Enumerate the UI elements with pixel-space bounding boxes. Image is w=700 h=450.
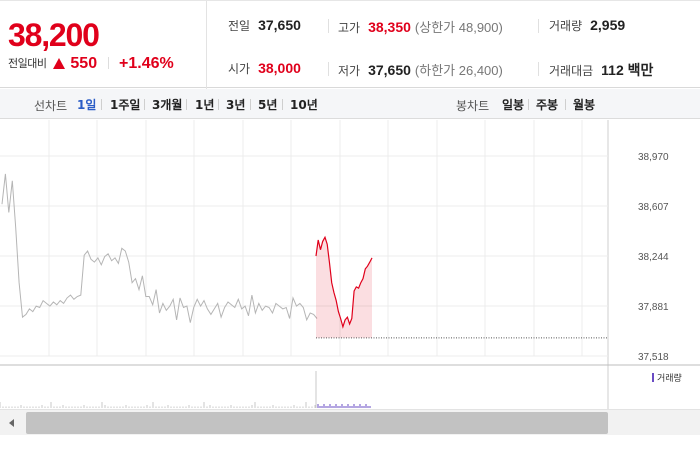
tab-3-months[interactable]: 3개월	[152, 98, 183, 112]
tab-weekly-candle[interactable]: 주봉	[536, 98, 559, 112]
divider	[528, 99, 529, 110]
tab-1-year[interactable]: 1년	[195, 98, 215, 112]
chart-scrollbar[interactable]	[0, 409, 700, 435]
stat-label: 전일	[228, 19, 251, 33]
divider	[538, 19, 539, 33]
divider	[101, 99, 102, 110]
price-change-row: 전일대비 550 +1.46%	[8, 55, 174, 73]
today-price-area	[316, 237, 372, 338]
price-chart: 38,970 38,607 38,244 37,881 37,518 거래량	[0, 120, 700, 450]
volume-legend-label: 거래량	[657, 372, 682, 384]
tab-monthly-candle[interactable]: 월봉	[573, 98, 596, 112]
tab-1-week[interactable]: 1주일	[110, 98, 141, 112]
y-tick-label: 38,970	[638, 152, 669, 163]
y-tick-label: 37,881	[638, 302, 669, 313]
y-tick-label: 37,518	[638, 352, 669, 363]
stat-prev-close: 전일 37,650	[228, 17, 301, 34]
divider	[107, 57, 109, 69]
scroll-left-button[interactable]	[0, 410, 24, 436]
tab-3-years[interactable]: 3년	[226, 98, 246, 112]
chart-canvas: 38,970 38,607 38,244 37,881 37,518 거래량	[0, 120, 700, 410]
scroll-thumb[interactable]	[26, 412, 608, 434]
stat-label: 고가	[338, 21, 361, 35]
divider	[565, 99, 566, 110]
line-chart-label: 선차트	[34, 99, 68, 113]
stat-trade-amount: 거래대금 112 백만	[549, 60, 653, 80]
period-tab-bar: 선차트 1일 1주일 3개월 1년 3년 5년 10년 봉차트 일봉 주봉 월봉	[0, 89, 700, 119]
y-tick-label: 38,244	[638, 252, 669, 263]
stat-value: 38,350	[368, 19, 411, 35]
current-price-box: 38,200 전일대비 550 +1.46%	[0, 1, 207, 89]
candle-chart-label: 봉차트	[456, 99, 490, 113]
divider	[218, 99, 219, 110]
up-triangle-icon	[52, 58, 65, 69]
today-price-line	[315, 235, 373, 329]
stat-label: 거래량	[549, 19, 583, 33]
stat-value: 112 백만	[601, 62, 654, 78]
stat-value: 38,000	[258, 60, 301, 76]
tab-1-day[interactable]: 1일	[77, 98, 97, 112]
price-summary: 38,200 전일대비 550 +1.46% 전일 37,650 고가 38,350…	[0, 0, 700, 89]
divider	[328, 62, 329, 76]
divider	[328, 19, 329, 33]
change-percent: +1.46%	[119, 55, 174, 72]
stat-open: 시가 38,000	[228, 60, 301, 77]
volume-legend-swatch	[652, 373, 654, 382]
stat-low: 저가 37,650 (하한가 26,400)	[338, 60, 503, 79]
stat-value: 37,650	[258, 17, 301, 33]
divider	[282, 99, 283, 110]
upper-limit: (상한가 48,900)	[414, 20, 503, 35]
stat-value: 2,959	[590, 17, 626, 33]
stat-high: 고가 38,350 (상한가 48,900)	[338, 17, 503, 36]
tab-10-years[interactable]: 10년	[290, 98, 318, 112]
y-tick-label: 38,607	[638, 202, 669, 213]
arrow-left-icon	[9, 419, 14, 427]
tab-5-years[interactable]: 5년	[258, 98, 278, 112]
divider	[250, 99, 251, 110]
tab-daily-candle[interactable]: 일봉	[502, 98, 525, 112]
divider	[186, 99, 187, 110]
stat-value: 37,650	[368, 62, 411, 78]
prior-day-price-line	[1, 173, 318, 323]
stat-volume: 거래량 2,959	[549, 17, 625, 34]
current-price: 38,200	[8, 17, 100, 53]
divider	[144, 99, 145, 110]
change-value: 550	[70, 55, 98, 72]
lower-limit: (하한가 26,400)	[414, 63, 503, 78]
stat-label: 저가	[338, 64, 361, 78]
stat-label: 시가	[228, 62, 251, 76]
stat-label: 거래대금	[549, 64, 594, 78]
change-label: 전일대비	[8, 57, 47, 70]
divider	[538, 62, 539, 76]
